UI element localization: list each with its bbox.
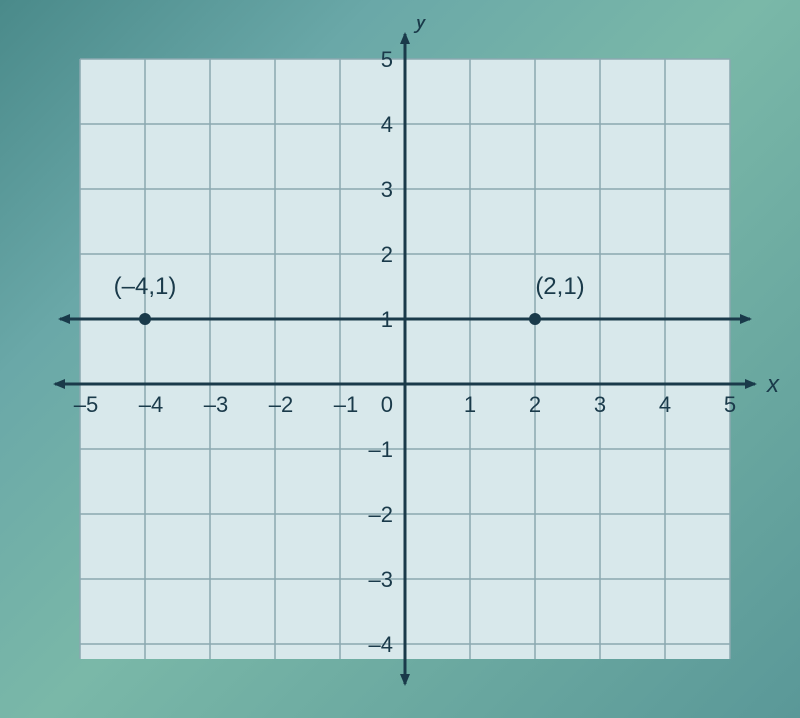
y-tick-label: –2: [369, 502, 393, 527]
y-tick-label: –3: [369, 567, 393, 592]
y-tick-label: 3: [381, 177, 393, 202]
chart-svg: –5–4–3–2–1012345–5–4–3–2–112345xy(–4,1)(…: [20, 19, 780, 699]
x-axis-label: x: [766, 371, 780, 398]
y-tick-label: –1: [369, 437, 393, 462]
x-tick-label: –4: [139, 392, 163, 417]
coordinate-plane: –5–4–3–2–1012345–5–4–3–2–112345xy(–4,1)(…: [20, 19, 780, 699]
x-tick-label: 2: [529, 392, 541, 417]
x-tick-label: 0: [381, 392, 393, 417]
y-tick-label: –4: [369, 632, 393, 657]
x-tick-label: 1: [464, 392, 476, 417]
y-tick-label: –5: [369, 697, 393, 699]
x-tick-label: 5: [724, 392, 736, 417]
point-label: (–4,1): [114, 273, 177, 300]
y-tick-label: 5: [381, 47, 393, 72]
y-tick-label: 2: [381, 242, 393, 267]
y-tick-label: 4: [381, 112, 393, 137]
point-label: (2,1): [535, 273, 584, 300]
x-tick-label: –1: [334, 392, 358, 417]
x-tick-label: 3: [594, 392, 606, 417]
y-axis-label: y: [413, 19, 429, 34]
x-tick-label: –5: [74, 392, 98, 417]
plotted-point: [139, 313, 151, 325]
x-tick-label: 4: [659, 392, 671, 417]
plotted-point: [529, 313, 541, 325]
x-tick-label: –2: [269, 392, 293, 417]
x-tick-label: –3: [204, 392, 228, 417]
